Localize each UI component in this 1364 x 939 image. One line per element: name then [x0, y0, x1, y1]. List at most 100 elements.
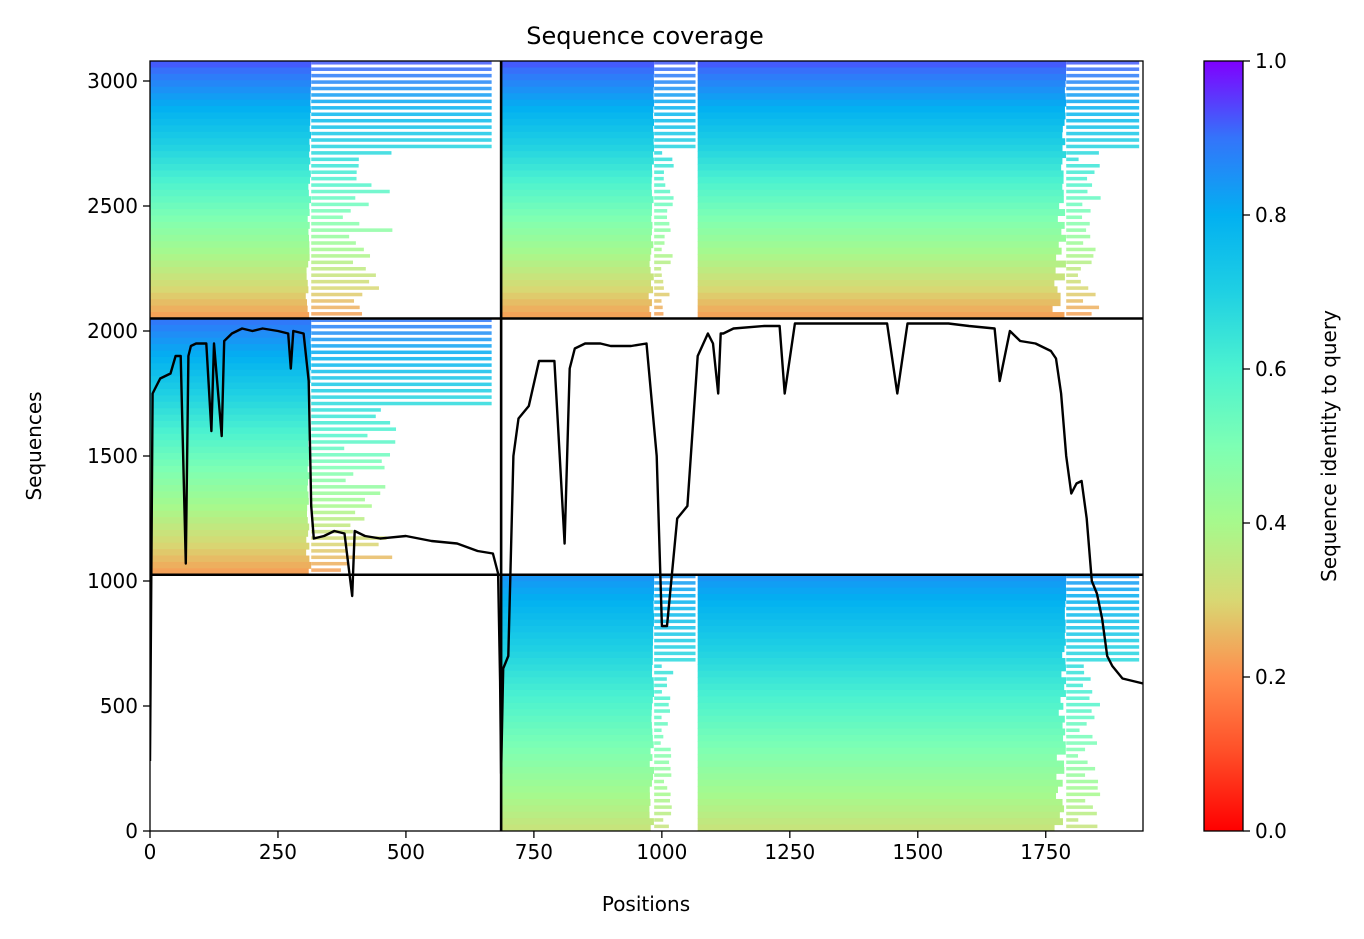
block-band — [654, 247, 662, 252]
block-band — [311, 61, 492, 65]
block-band — [654, 734, 664, 739]
plot-frame — [149, 60, 1144, 832]
x-tick-label: 250 — [259, 840, 297, 864]
block-band — [654, 690, 662, 694]
block-band — [501, 632, 654, 640]
block-band — [1066, 260, 1092, 265]
block-band — [697, 292, 1061, 300]
block-band — [501, 196, 654, 204]
block-band — [654, 61, 696, 65]
block-band — [150, 299, 308, 307]
block-band — [654, 574, 696, 579]
block-band — [654, 818, 664, 822]
block-band — [697, 299, 1061, 307]
block-band — [311, 523, 351, 528]
block-band — [501, 202, 653, 210]
block-band — [150, 286, 309, 294]
block-band — [501, 638, 653, 646]
block-band — [311, 369, 492, 374]
block-band — [501, 728, 653, 736]
block-band — [697, 61, 1067, 68]
block-band — [501, 760, 650, 768]
block-band — [501, 786, 650, 794]
block-band — [150, 125, 310, 133]
block-band — [311, 561, 348, 566]
block-band — [501, 125, 654, 133]
block-band — [150, 421, 310, 428]
block-band — [150, 144, 310, 152]
block-band — [501, 299, 652, 307]
colorbar-title: Sequence identity to query — [1317, 310, 1341, 582]
block-band — [697, 305, 1053, 313]
block-band — [311, 67, 492, 71]
block-band — [697, 818, 1063, 826]
block-band — [150, 247, 310, 255]
block-band — [501, 798, 651, 806]
block-band — [697, 664, 1066, 672]
block-band — [654, 292, 670, 297]
block-band — [150, 344, 311, 352]
block-band — [1066, 766, 1096, 771]
block-band — [1066, 151, 1099, 155]
block-band — [501, 818, 654, 826]
block-band — [150, 215, 308, 223]
block-band — [150, 472, 311, 480]
block-band — [697, 138, 1066, 146]
block-band — [654, 722, 668, 726]
block-band — [1066, 131, 1140, 136]
block-band — [501, 587, 654, 595]
block-band — [501, 67, 655, 75]
block-band — [150, 369, 311, 377]
block-band — [501, 702, 653, 710]
block-band — [654, 792, 671, 797]
block-band — [654, 196, 674, 200]
block-band — [654, 670, 674, 675]
block-band — [697, 581, 1066, 589]
block-band — [654, 766, 671, 771]
block-band — [1066, 279, 1081, 284]
block-band — [654, 202, 673, 207]
block-band — [654, 299, 662, 303]
block-band — [501, 112, 654, 120]
block-band — [501, 170, 653, 178]
block-band — [1066, 606, 1140, 611]
block-band — [150, 260, 309, 268]
block-band — [1066, 760, 1088, 765]
block-band — [311, 286, 379, 290]
block-band — [501, 183, 652, 191]
block-band — [697, 157, 1063, 165]
block-band — [1066, 144, 1140, 149]
block-band — [501, 613, 655, 621]
block-band — [1066, 164, 1100, 168]
block-band — [501, 626, 654, 633]
block-upper-left — [150, 61, 492, 319]
block-band — [150, 388, 311, 396]
block-band — [150, 459, 309, 467]
block-band — [1066, 267, 1081, 271]
block-band — [697, 144, 1063, 152]
colorbar-tick-label: 0.4 — [1255, 511, 1287, 535]
block-band — [697, 747, 1066, 755]
block-band — [654, 215, 667, 220]
block-band — [697, 202, 1060, 210]
block-band — [150, 61, 312, 68]
block-band — [150, 157, 311, 165]
block-band — [311, 376, 492, 380]
y-tick-label: 500 — [100, 694, 138, 718]
block-band — [311, 497, 365, 502]
block-band — [501, 715, 652, 723]
block-band — [654, 600, 696, 604]
block-band — [150, 356, 311, 364]
block-band — [1066, 118, 1140, 123]
block-band — [697, 734, 1064, 742]
block-band — [311, 465, 385, 470]
block-band — [501, 581, 655, 589]
block-band — [150, 324, 312, 332]
block-band — [311, 279, 370, 284]
block-band — [150, 497, 309, 505]
block-band — [654, 773, 672, 777]
block-band — [654, 67, 696, 71]
x-tick-label: 1500 — [892, 840, 943, 864]
block-band — [501, 234, 652, 242]
